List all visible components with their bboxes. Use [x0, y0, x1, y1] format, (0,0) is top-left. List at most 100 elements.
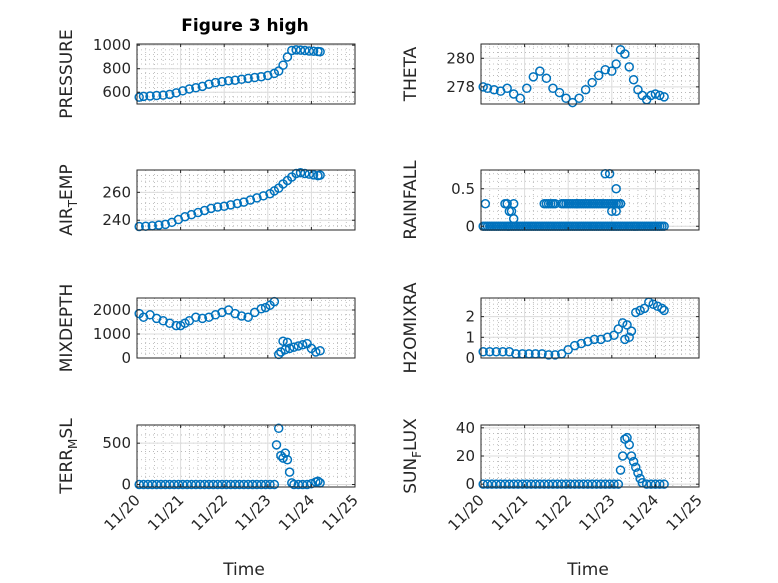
data-point	[278, 453, 288, 463]
series-markers	[134, 296, 325, 360]
data-point	[230, 75, 240, 85]
data-point	[308, 46, 319, 57]
data-point	[256, 71, 267, 82]
y-tick-label: 2000	[93, 301, 131, 319]
data-point	[295, 168, 306, 178]
data-point	[569, 340, 580, 351]
y-axis-label-main: TERR	[57, 449, 77, 495]
data-point	[515, 93, 525, 104]
x-tick-label: 11/21	[488, 491, 531, 534]
data-point	[295, 45, 306, 55]
data-point	[508, 89, 519, 99]
data-point	[197, 313, 208, 324]
axes-frame	[480, 43, 700, 105]
data-point	[657, 303, 667, 314]
data-point	[626, 326, 637, 336]
data-point	[602, 332, 613, 343]
y-tick-label: 280	[446, 49, 475, 67]
data-point	[265, 479, 275, 490]
data-point	[145, 91, 155, 101]
x-tick-label: 11/22	[188, 491, 231, 534]
data-point	[210, 77, 221, 88]
data-point	[484, 347, 495, 357]
x-axis-label: Time	[566, 560, 609, 580]
x-tick-label: 11/24	[619, 491, 662, 534]
data-point	[243, 73, 253, 84]
subplot-8: 0 20 40 SUNFLUX	[401, 418, 700, 494]
data-point	[219, 201, 229, 212]
data-point	[282, 52, 293, 62]
axes-frame	[480, 169, 700, 231]
data-point	[300, 168, 310, 179]
x-tick-label: 11/25	[319, 491, 362, 534]
y-tick-label: 20	[456, 447, 475, 465]
data-point	[631, 462, 641, 473]
data-point	[186, 209, 197, 220]
data-point	[589, 334, 600, 345]
subplot-5: 0 1000 2000 MIXDEPTH	[57, 284, 356, 372]
x-tick-label: 11/22	[532, 491, 575, 534]
data-point	[611, 184, 621, 194]
data-point	[478, 347, 488, 357]
data-point	[504, 347, 515, 357]
data-point	[648, 299, 658, 309]
data-point	[659, 479, 669, 489]
x-axis-left: 11/20 11/21 11/22 11/23 11/24 11/25 Time	[101, 491, 362, 580]
data-point	[489, 84, 499, 95]
y-tick-label: 0	[465, 475, 475, 493]
x-tick-label: 11/20	[445, 491, 488, 534]
data-point	[282, 454, 293, 465]
data-point	[607, 66, 617, 76]
data-point	[206, 203, 216, 214]
data-point	[563, 344, 573, 355]
y-tick-label: 0	[121, 476, 131, 494]
data-point	[223, 75, 234, 86]
axes-frame	[136, 43, 356, 105]
data-point	[613, 324, 624, 334]
data-point	[315, 47, 325, 57]
y-axis-label-subscript: T	[66, 199, 80, 208]
data-point	[624, 62, 634, 72]
x-tick-label: 11/24	[275, 491, 318, 534]
data-point	[171, 320, 181, 331]
data-point	[572, 199, 582, 209]
data-point	[522, 83, 532, 94]
y-axis-label: THETA	[401, 46, 421, 102]
series-markers	[478, 297, 669, 360]
data-point	[587, 77, 597, 88]
data-point	[615, 465, 626, 475]
data-point	[609, 330, 619, 340]
subplot-2: 278 280 THETA	[401, 43, 700, 108]
data-point	[633, 468, 643, 478]
data-point	[297, 479, 308, 490]
data-point	[282, 337, 293, 348]
data-point	[193, 207, 203, 218]
axes-frame	[136, 424, 356, 488]
data-point	[289, 342, 299, 352]
data-point	[491, 347, 502, 357]
y-axis-label-subscript: F	[410, 451, 424, 458]
data-point	[596, 334, 606, 345]
subplot-6: 0 1 2 H2OMIXRA	[401, 282, 700, 374]
data-point	[271, 440, 282, 450]
data-point	[482, 83, 493, 94]
x-axis-right: 11/20 11/21 11/22 11/23 11/24 11/25 Time	[445, 491, 706, 580]
y-axis-label: PRESSURE	[57, 29, 77, 118]
y-tick-label: 0	[121, 349, 131, 367]
data-point	[212, 202, 223, 212]
data-point	[580, 84, 591, 95]
y-axis-label: AIRTEMP	[57, 164, 80, 235]
data-point	[191, 83, 201, 93]
data-point	[600, 64, 611, 75]
y-tick-label: 278	[446, 78, 475, 96]
y-tick-label: 1000	[93, 325, 131, 343]
y-axis-label-main: AIR	[57, 207, 77, 236]
data-point	[278, 60, 288, 70]
y-axis-label-main: H2OMIXRA	[401, 282, 421, 373]
y-tick-label: 0.5	[451, 180, 475, 198]
data-point	[291, 45, 301, 55]
data-point	[639, 303, 650, 314]
y-tick-label: 0	[465, 217, 475, 235]
data-point	[225, 200, 236, 210]
